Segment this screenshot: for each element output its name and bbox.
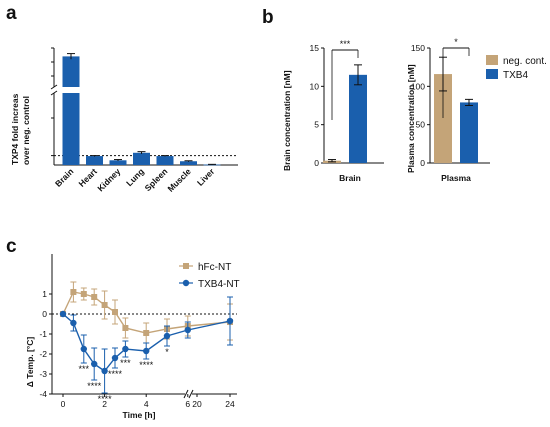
panel-a-category-label: Spleen	[143, 166, 170, 193]
panel-b-ytick-label: 0	[420, 158, 425, 168]
panel-b-plasma-category: Plasma	[441, 173, 471, 183]
panel-c-legend: hFc-NT TXB4-NT	[179, 262, 240, 290]
panel-a-axis-break-mark	[50, 90, 58, 96]
panel-c-point	[122, 345, 129, 353]
panel-c-point	[163, 332, 171, 340]
legend-label-hfc-nt: hFc-NT	[198, 262, 231, 273]
legend-label-txb4: TXB4	[503, 70, 528, 81]
panel-c-ylabel: Δ Temp. [°C]	[25, 337, 35, 388]
panel-c-point	[112, 309, 118, 315]
panel-c-xtick-label: 20	[192, 399, 202, 409]
panel-c-xlabel: Time [h]	[123, 410, 156, 420]
panel-c-significance: ***	[79, 364, 90, 374]
panel-c-significance: *	[165, 347, 169, 357]
panel-label-c: c	[6, 236, 17, 257]
panel-b-plasma-ylabel: Plasma concentration [nM]	[406, 64, 416, 173]
panel-b-bar	[434, 74, 452, 163]
panel-a-bar	[109, 160, 127, 165]
panel-c-point	[91, 360, 98, 368]
panel-a-bar	[133, 152, 150, 165]
legend-label-txb4-nt: TXB4-NT	[198, 279, 240, 290]
panel-a-category-label: Kidney	[95, 166, 122, 193]
panel-c-point	[184, 326, 191, 334]
panel-c-point	[143, 330, 150, 336]
panel-c-significance: ***	[120, 358, 131, 368]
panel-b-ytick-label: 15	[310, 43, 320, 53]
panel-c-ytick-label: -3	[39, 369, 47, 379]
panel-a-category-label: Muscle	[165, 166, 193, 194]
panel-b-ytick-label: 10	[310, 81, 320, 91]
panel-b-plasma-chart: Plasma concentration [nM] 0 50 100 150 Plas…	[406, 37, 490, 183]
panel-c-point	[143, 347, 150, 355]
panel-c-significance: ****	[98, 394, 113, 404]
panel-c-xtick-label: 6	[185, 399, 190, 409]
panel-c-xtick-label: 24	[225, 399, 235, 409]
legend-label-neg-cont: neg. cont.	[503, 56, 547, 67]
panel-c-ytick-label: 1	[42, 289, 47, 299]
panel-b-bar	[460, 102, 478, 163]
panel-label-b: b	[262, 7, 274, 28]
panel-c-point	[80, 345, 88, 353]
panel-b-ytick-label: 50	[416, 120, 426, 130]
panel-c-significance: ****	[108, 369, 123, 379]
panel-c-xtick-label: 0	[61, 399, 66, 409]
panel-a-bar	[86, 156, 103, 165]
panel-a-category-label: Liver	[195, 166, 217, 188]
panel-c-point	[70, 289, 77, 295]
legend-swatch-txb4	[486, 69, 498, 79]
panel-a-bar	[62, 56, 80, 87]
panel-c-point	[101, 302, 108, 308]
panel-b-ytick-label: 0	[314, 158, 319, 168]
panel-b-ytick-label: 100	[411, 81, 425, 91]
panel-a-chart: TXP4 fold increas over neg. control Brai…	[10, 47, 238, 194]
panel-c-point	[59, 310, 67, 318]
panel-c-axis-break-mark	[188, 389, 194, 399]
panel-b-brain-significance: ***	[340, 39, 351, 49]
panel-c-significance: ****	[139, 360, 154, 370]
legend-marker-hfc-nt	[183, 263, 189, 269]
panel-a-ylabel-line1: TXP4 fold increas	[10, 93, 20, 165]
panel-c-point	[70, 319, 77, 327]
panel-label-a: a	[6, 3, 17, 24]
panel-c-xtick-label: 4	[144, 399, 149, 409]
panel-c-ytick-label: -2	[39, 349, 47, 359]
panel-c-point	[111, 354, 119, 362]
panel-c-axis-break-mark	[183, 389, 189, 399]
panel-a-category-label: Brain	[53, 166, 75, 188]
panel-c-xtick-label: 2	[102, 399, 107, 409]
legend-swatch-neg-cont	[486, 55, 498, 65]
panel-b-ytick-label: 150	[411, 43, 425, 53]
panel-a-bar	[203, 164, 221, 166]
panel-c-ytick-label: -4	[39, 389, 47, 399]
panel-c-point	[122, 325, 129, 331]
panel-b-brain-chart: Brain concentration [nM] 0 5 10 15 Brain **…	[282, 39, 384, 183]
panel-c-chart: Δ Temp. [°C] Time [h] 10-1-2-3-40 2 4 6 20 24…	[25, 254, 240, 420]
panel-c-point	[80, 291, 87, 297]
panel-a-bar	[62, 93, 80, 165]
panel-a-axis-break-mark	[50, 84, 58, 90]
panel-b-brain-category: Brain	[339, 173, 361, 183]
panel-a-bar	[180, 161, 197, 165]
panel-a-bar	[156, 156, 174, 165]
panel-c-ytick-label: -1	[39, 329, 47, 339]
panel-c-point	[226, 317, 234, 325]
panel-a-ylabel-line2: over neg. control	[21, 96, 31, 165]
panel-c-ytick-label: 0	[42, 309, 47, 319]
panel-b-plasma-significance: *	[454, 37, 458, 47]
legend-marker-txb4-nt	[182, 279, 190, 287]
panel-b-ytick-label: 5	[314, 120, 319, 130]
panel-c-point	[101, 367, 108, 375]
panel-b-bar	[349, 74, 367, 163]
panel-b-legend: neg. cont. TXB4	[486, 55, 547, 81]
panel-c-point	[91, 294, 98, 300]
panel-c-significance: ****	[87, 381, 102, 391]
panel-b-brain-ylabel: Brain concentration [nM]	[282, 70, 292, 171]
